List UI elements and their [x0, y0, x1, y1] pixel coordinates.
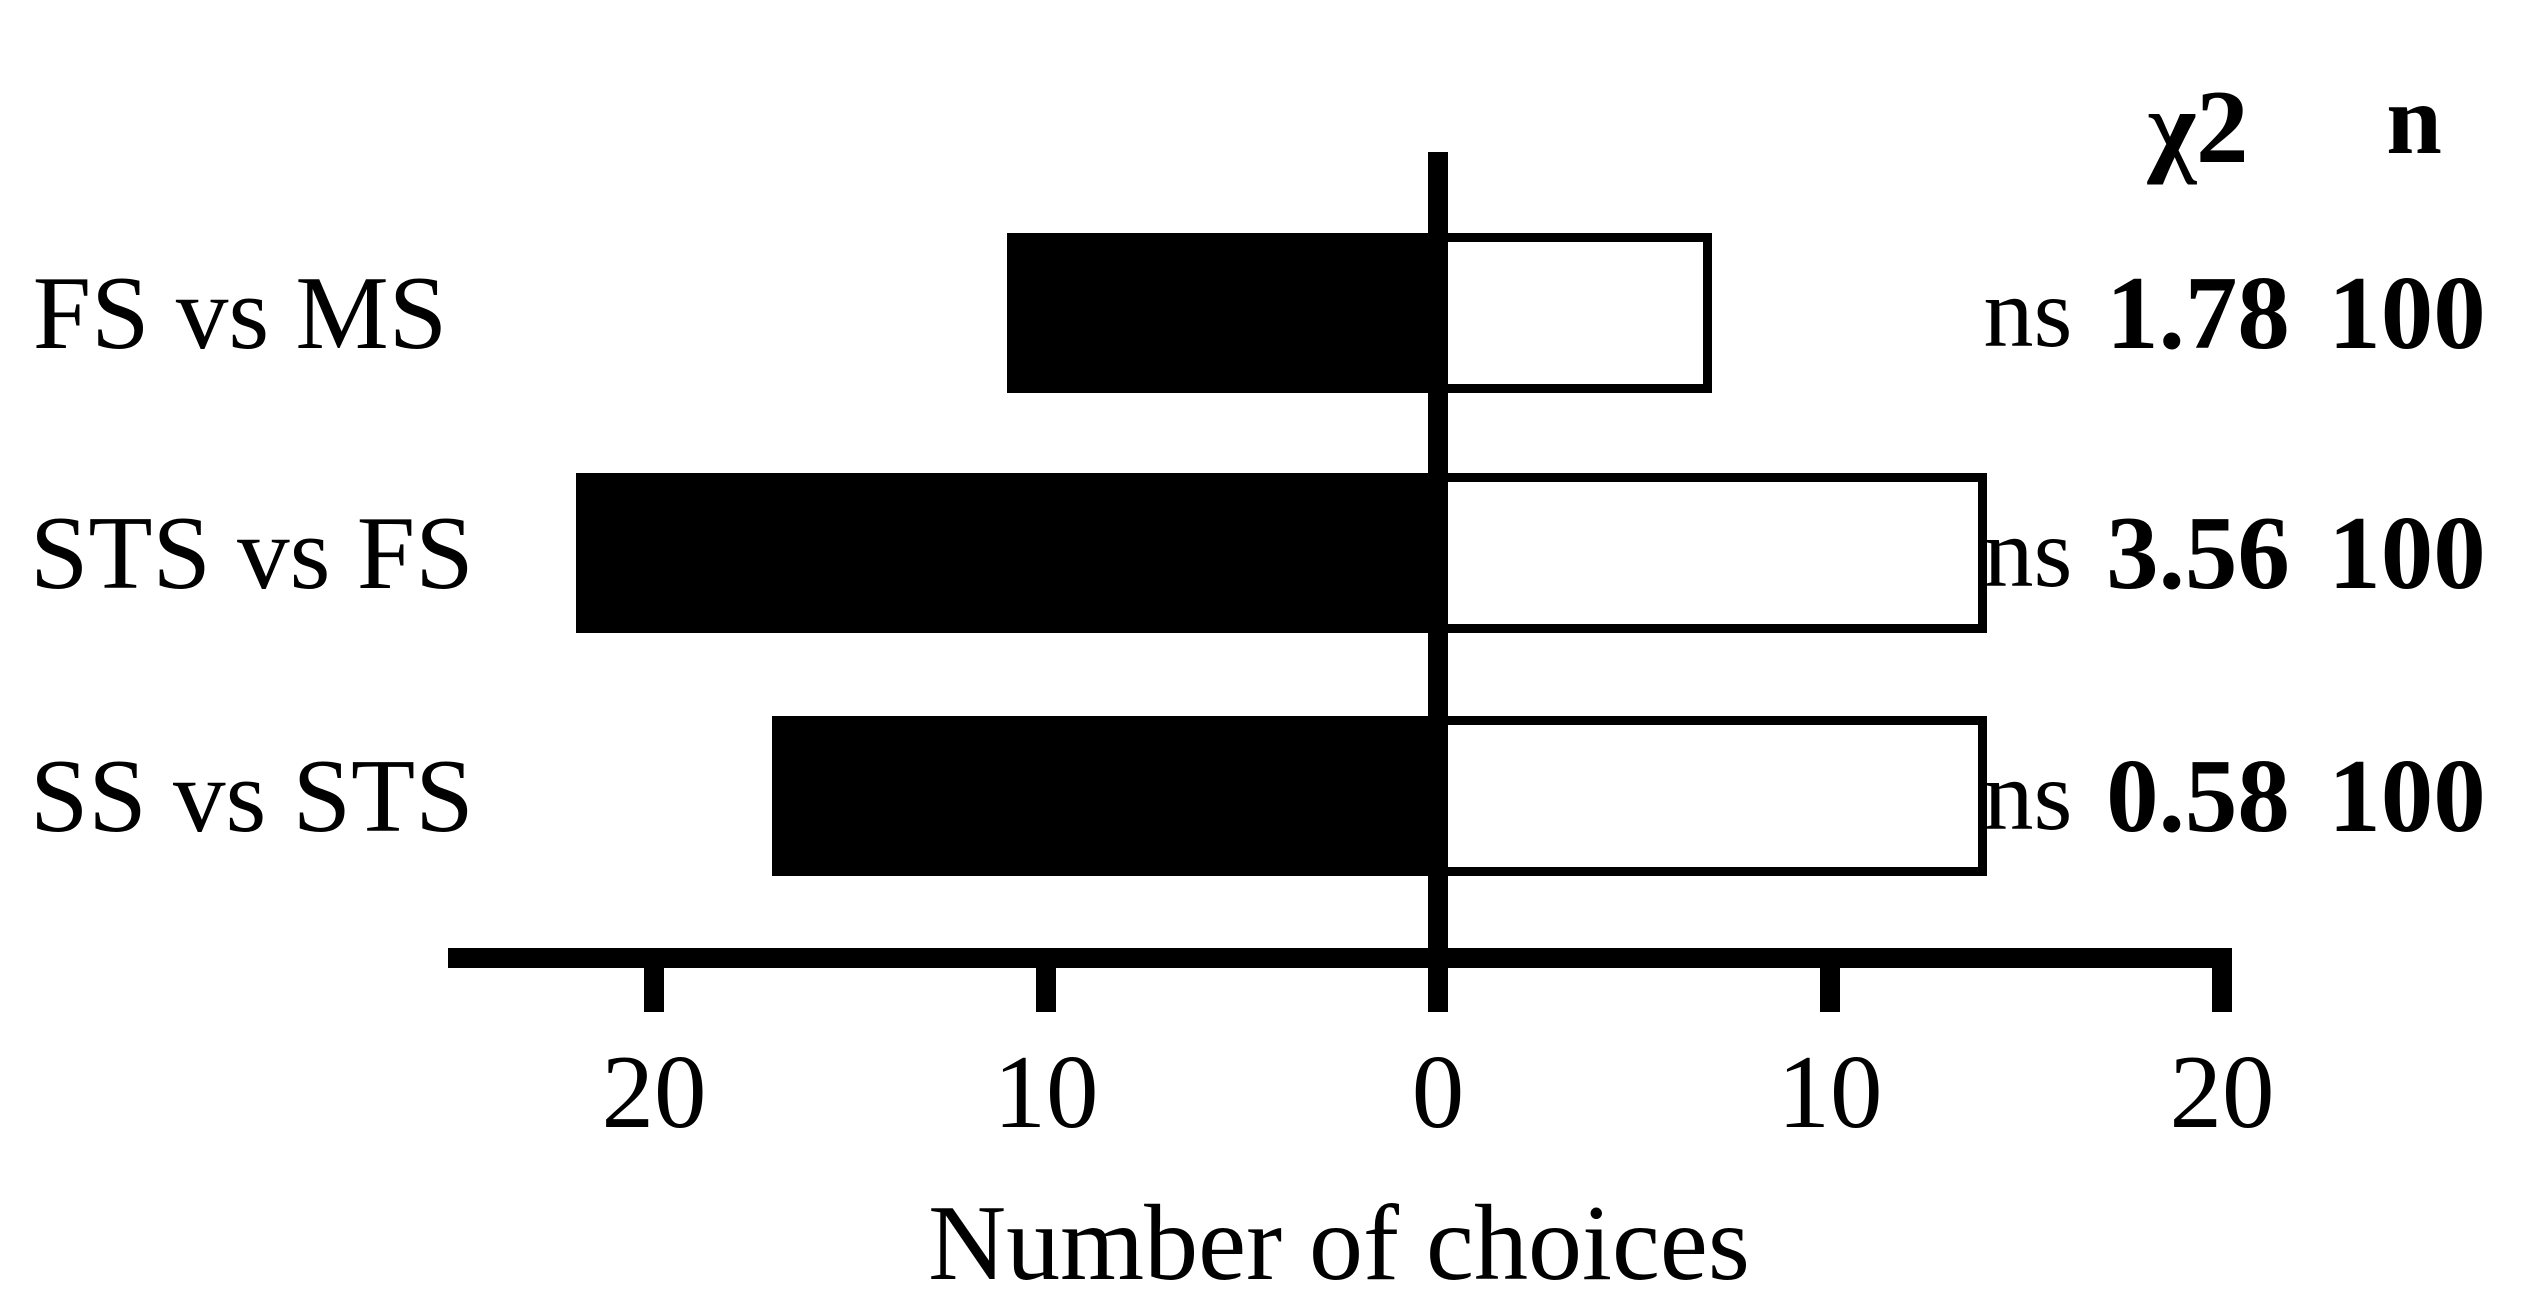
chi2-value: 0.58: [2106, 737, 2290, 854]
x-tick-label: 10: [1777, 1033, 1883, 1150]
x-axis-line: [448, 948, 2230, 968]
bar-left-filled: [771, 716, 1438, 876]
x-tick: [1428, 948, 1448, 1012]
chi2-column-header: χ2: [2147, 68, 2249, 185]
x-axis-title: Number of choices: [928, 1184, 1750, 1303]
x-tick: [1036, 948, 1056, 1012]
zero-baseline: [1428, 152, 1448, 1012]
chi2-value: 3.56: [2106, 494, 2290, 611]
x-tick: [2212, 948, 2232, 1012]
bar-right-open: [1438, 233, 1713, 393]
sig-label: ns: [1983, 497, 2073, 608]
sig-label: ns: [1983, 257, 2073, 368]
sig-label: ns: [1983, 740, 2073, 851]
x-tick: [644, 948, 664, 1012]
x-tick-label: 10: [993, 1033, 1099, 1150]
x-tick-label: 20: [601, 1033, 707, 1150]
n-value: 100: [2328, 737, 2486, 854]
x-tick-label: 20: [2169, 1033, 2275, 1150]
bar-left-filled: [1006, 233, 1438, 393]
x-tick-label: 0: [1411, 1033, 1465, 1150]
category-label: FS vs MS: [32, 254, 448, 371]
x-tick: [1820, 948, 1840, 1012]
n-value: 100: [2328, 254, 2486, 371]
bar-right-open: [1438, 716, 1987, 876]
n-value: 100: [2328, 494, 2486, 611]
category-label: STS vs FS: [30, 494, 474, 611]
bar-left-filled: [575, 473, 1438, 633]
bar-right-open: [1438, 473, 1987, 633]
chi2-value: 1.78: [2106, 254, 2290, 371]
category-label: SS vs STS: [30, 737, 474, 854]
n-column-header: n: [2386, 64, 2442, 175]
